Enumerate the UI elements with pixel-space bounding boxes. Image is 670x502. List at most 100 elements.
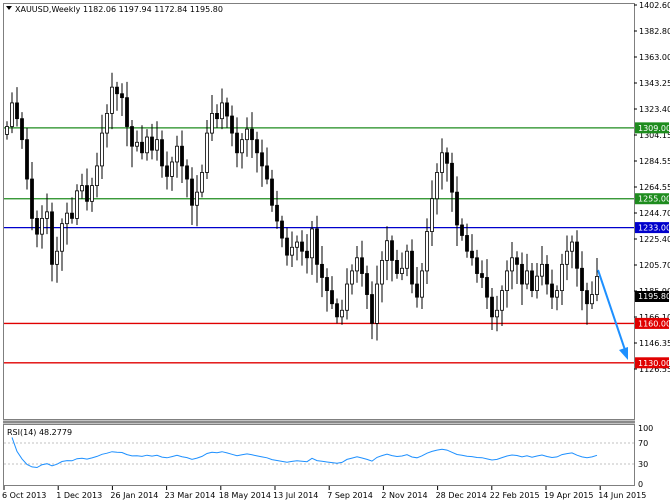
- date-tick-label: 7 Sep 2014: [327, 491, 373, 500]
- rsi-pane: RSI(14) 48.2779 100 70 30 0: [4, 424, 653, 489]
- chart-header: XAUUSD,Weekly 1182.06 1197.94 1172.84 11…: [6, 5, 223, 14]
- rsi-tick-0: 0: [638, 480, 643, 489]
- candle-bull: [295, 241, 299, 248]
- level-label: 1233.00: [638, 224, 670, 233]
- price-tick-label: 1284.55: [639, 157, 670, 166]
- candle-bear: [415, 283, 419, 298]
- candle-bull: [210, 113, 214, 134]
- candle-bull: [40, 218, 44, 235]
- date-tick-label: 6 Oct 2013: [2, 491, 46, 500]
- candle-bear: [255, 139, 259, 154]
- price-tick-label: 1264.55: [639, 183, 670, 192]
- rsi-tick-30: 30: [638, 460, 648, 469]
- candle-bull: [95, 165, 99, 187]
- candle-bear: [335, 303, 339, 318]
- candle-bear: [270, 178, 274, 206]
- candle-bull: [200, 172, 204, 193]
- rsi-tick-100: 100: [638, 424, 653, 433]
- date-tick-label: 23 Mar 2014: [165, 491, 216, 500]
- candle-bull: [510, 257, 514, 272]
- candle-bear: [35, 218, 39, 235]
- price-tick-label: 1382.80: [639, 27, 670, 36]
- candle-bear: [325, 277, 329, 292]
- price-tick-label: 1402.60: [639, 1, 670, 10]
- candle-bull: [310, 228, 314, 259]
- candle-bull: [380, 260, 384, 285]
- chart-symbol: XAUUSD,Weekly: [15, 5, 81, 14]
- candle-bear: [545, 263, 549, 285]
- candle-bear: [480, 273, 484, 278]
- candle-bull: [205, 132, 209, 173]
- triangle-down-icon[interactable]: [6, 6, 12, 10]
- candle-bull: [240, 139, 244, 154]
- date-tick-label: 18 May 2014: [219, 491, 271, 500]
- candle-bear: [130, 126, 134, 147]
- candle-bear: [190, 178, 194, 206]
- candle-bear: [30, 178, 34, 219]
- candle-bull: [100, 132, 104, 167]
- candle-bear: [395, 260, 399, 274]
- level-label: 1255.00: [638, 195, 670, 204]
- level-label: 1160.00: [638, 319, 670, 328]
- candle-bear: [465, 235, 469, 252]
- candle-bear: [50, 211, 54, 265]
- candle-bull: [540, 263, 544, 277]
- candle-bull: [345, 283, 349, 311]
- level-label-box: [635, 317, 669, 329]
- date-tick-label: 28 Dec 2014: [436, 491, 487, 500]
- candle-bull: [340, 309, 344, 318]
- candle-bear: [575, 241, 579, 269]
- candle-bull: [595, 276, 599, 295]
- price-tick-label: 1343.25: [639, 79, 670, 88]
- candle-bull: [525, 270, 529, 285]
- candle-bear: [15, 102, 19, 120]
- level-label-box: [635, 357, 669, 369]
- candle-bear: [20, 118, 24, 141]
- level-label: 1309.00: [638, 124, 670, 133]
- candle-bear: [250, 128, 254, 141]
- candle-bear: [485, 277, 489, 298]
- candle-bear: [150, 136, 154, 151]
- candle-bull: [55, 250, 59, 265]
- candle-bear: [185, 165, 189, 180]
- candle-bull: [405, 250, 409, 269]
- candle-bull: [375, 283, 379, 324]
- candle-bull: [350, 270, 354, 285]
- candle-bear: [550, 283, 554, 298]
- date-tick-label: 19 Apr 2015: [544, 491, 593, 500]
- candle-bull: [105, 113, 109, 134]
- candle-bull: [145, 136, 149, 154]
- candle-bull: [245, 128, 249, 141]
- candle-bull: [570, 241, 574, 252]
- candle-bull: [175, 145, 179, 163]
- candle-bull: [110, 86, 114, 114]
- candle-bear: [230, 115, 234, 134]
- rsi-tick-70: 70: [638, 439, 648, 448]
- rsi-label: RSI(14) 48.2779: [7, 428, 72, 437]
- candle-bear: [120, 93, 124, 99]
- candle-bull: [500, 290, 504, 311]
- candle-bull: [495, 309, 499, 318]
- candle-bear: [410, 250, 414, 285]
- candle-bear: [160, 139, 164, 167]
- candle-bear: [280, 220, 284, 239]
- candle-bull: [220, 102, 224, 120]
- candle-bull: [290, 246, 294, 256]
- candle-bear: [365, 273, 369, 295]
- candle-bear: [285, 237, 289, 256]
- candle-bear: [490, 296, 494, 318]
- horizontal-levels: 1309.00 1255.00 1233.00 1160.00 1130.00: [4, 122, 670, 369]
- candle-bull: [420, 270, 424, 298]
- price-tick-label: 1363.00: [639, 53, 670, 62]
- candle-bear: [25, 139, 29, 180]
- date-tick-label: 26 Jan 2014: [110, 491, 158, 500]
- price-tick-label: 1166.10: [639, 313, 670, 322]
- candle-bull: [135, 141, 139, 147]
- candles: [5, 72, 599, 341]
- price-tick-label: 1146.35: [639, 339, 670, 348]
- candle-bull: [170, 161, 174, 177]
- candle-bull: [155, 139, 159, 151]
- candle-bull: [10, 102, 14, 127]
- candle-bear: [450, 162, 454, 193]
